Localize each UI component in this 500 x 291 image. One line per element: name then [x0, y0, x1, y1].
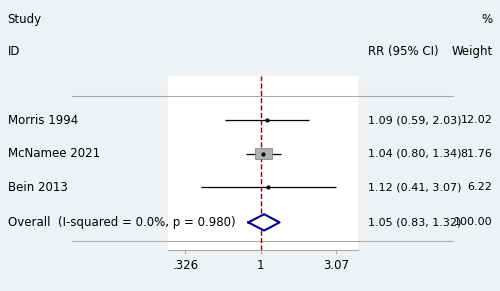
Text: 1.04 (0.80, 1.34): 1.04 (0.80, 1.34) [368, 149, 461, 159]
Text: 81.76: 81.76 [460, 149, 492, 159]
Text: Weight: Weight [451, 45, 492, 58]
Text: 1.09 (0.59, 2.03): 1.09 (0.59, 2.03) [368, 115, 461, 125]
Polygon shape [248, 214, 280, 230]
Text: 100.00: 100.00 [454, 217, 492, 227]
Text: 6.22: 6.22 [468, 182, 492, 192]
Text: ID: ID [8, 45, 20, 58]
Text: 1.12 (0.41, 3.07): 1.12 (0.41, 3.07) [368, 182, 461, 192]
Bar [266, 119, 268, 121]
Text: Morris 1994: Morris 1994 [8, 114, 78, 127]
Text: McNamee 2021: McNamee 2021 [8, 147, 100, 160]
Text: %: % [482, 13, 492, 26]
Text: Study: Study [8, 13, 42, 26]
Bar [255, 148, 272, 159]
Text: Overall  (I-squared = 0.0%, p = 0.980): Overall (I-squared = 0.0%, p = 0.980) [8, 216, 235, 229]
Text: 1.05 (0.83, 1.32): 1.05 (0.83, 1.32) [368, 217, 461, 227]
Text: RR (95% CI): RR (95% CI) [368, 45, 438, 58]
Text: Bein 2013: Bein 2013 [8, 181, 67, 194]
Text: 12.02: 12.02 [460, 115, 492, 125]
